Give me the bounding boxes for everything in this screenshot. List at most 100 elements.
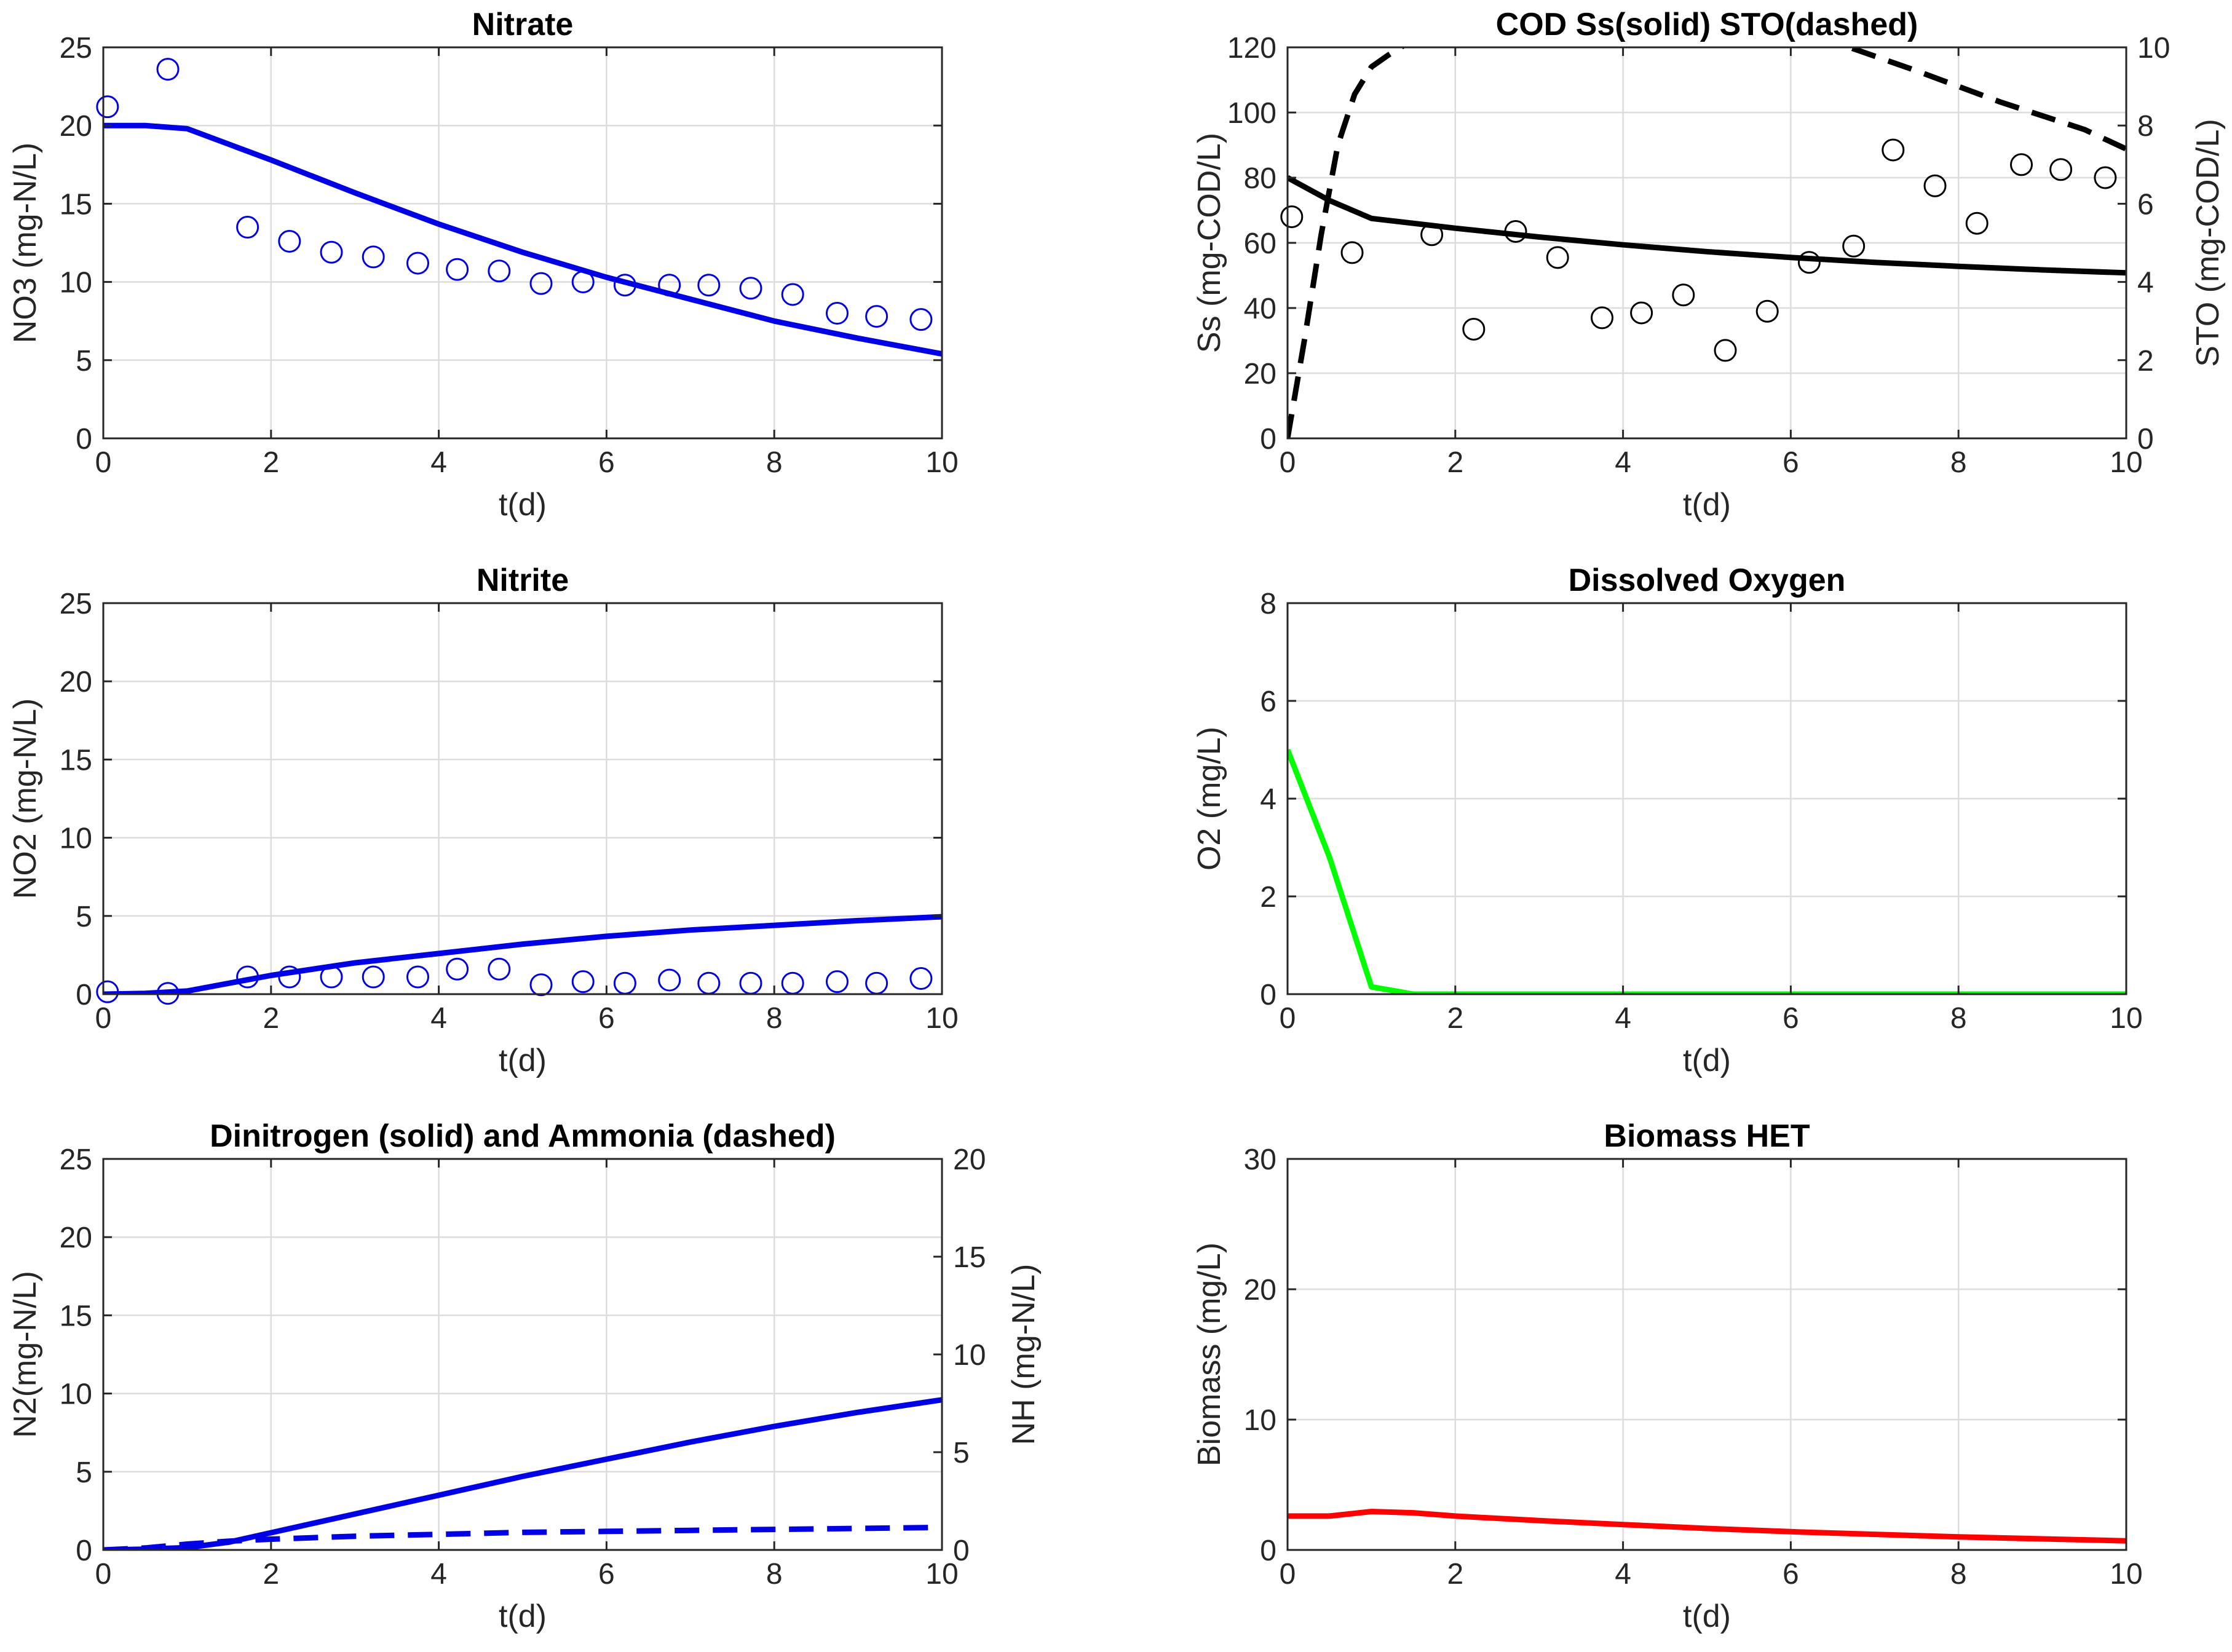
series-line-sto-model xyxy=(1288,47,2126,438)
x-tick-label: 2 xyxy=(1447,1002,1463,1035)
x-tick-label: 6 xyxy=(1783,1002,1799,1035)
plot-frame xyxy=(102,46,943,440)
chart-title: Nitrate xyxy=(472,7,574,42)
data-point xyxy=(1797,251,1821,274)
series-line-o2-model xyxy=(1288,748,2126,994)
data-point xyxy=(2094,166,2117,189)
data-point xyxy=(1546,246,1569,269)
y-right-axis-label: STO (mg-COD/L) xyxy=(2190,119,2226,367)
x-tick-label: 10 xyxy=(2110,446,2142,479)
data-point xyxy=(1882,138,1905,162)
x-tick-label: 0 xyxy=(95,1558,112,1591)
data-point xyxy=(909,967,933,990)
series-cod-markers xyxy=(1280,138,2117,362)
x-tick-label: 2 xyxy=(263,1002,279,1035)
data-point xyxy=(236,965,259,989)
y-tick-label: 25 xyxy=(60,588,92,620)
x-axis-label: t(d) xyxy=(1683,1599,1731,1634)
data-point xyxy=(96,95,119,119)
x-tick-label: 10 xyxy=(925,1002,958,1035)
x-tick-label: 0 xyxy=(1280,446,1296,479)
data-point xyxy=(697,274,721,297)
plot-frame xyxy=(102,602,943,995)
y-tick-label: 20 xyxy=(1244,1274,1276,1306)
data-point xyxy=(1630,301,1653,325)
chart-title: Dinitrogen (solid) and Ammonia (dashed) xyxy=(210,1118,836,1154)
y-tick-label: 100 xyxy=(1227,97,1276,130)
chart-title: COD Ss(solid) STO(dashed) xyxy=(1496,7,1918,42)
data-point xyxy=(1755,299,1779,323)
x-axis-label: t(d) xyxy=(1683,487,1731,523)
data-point xyxy=(406,251,429,275)
data-point xyxy=(278,229,301,253)
chart-title: Biomass HET xyxy=(1604,1118,1810,1154)
y-tick-label: 0 xyxy=(76,423,92,456)
chart-oxygen: 0 2 4 6 8 10 0 2 4 6 8 Dissolved Oxygen t(d) O2 (mg/L… xyxy=(1192,563,2143,1078)
y-tick-label: 15 xyxy=(60,1300,92,1332)
data-point xyxy=(613,274,636,297)
y-tick-label: 20 xyxy=(1244,358,1276,390)
x-tick-label: 0 xyxy=(95,446,112,479)
x-tick-label: 8 xyxy=(1950,446,1967,479)
y-tick-label: 2 xyxy=(1260,881,1276,914)
y-axis-label: Biomass (mg/L) xyxy=(1192,1243,1227,1466)
x-axis-label: t(d) xyxy=(1683,1043,1731,1078)
x-tick-label: 4 xyxy=(1615,446,1631,479)
x-tick-label: 10 xyxy=(2110,1002,2142,1035)
y-tick-label: 0 xyxy=(1260,979,1276,1011)
x-tick-label: 4 xyxy=(1615,1558,1631,1591)
y-tick-label: 80 xyxy=(1244,162,1276,195)
data-point xyxy=(2010,153,2033,176)
y-tick-label: 10 xyxy=(60,267,92,299)
y-tick-label: 0 xyxy=(1260,1535,1276,1567)
data-point xyxy=(571,271,595,294)
y-tick-label: 5 xyxy=(76,901,92,933)
y-tick-label: 0 xyxy=(76,979,92,1011)
data-point xyxy=(1672,283,1695,307)
x-tick-label: 4 xyxy=(430,1558,447,1591)
data-point xyxy=(1340,241,1364,264)
series-line-nh-model xyxy=(103,1524,942,1550)
x-tick-label: 8 xyxy=(766,446,783,479)
data-point xyxy=(488,259,511,283)
data-point xyxy=(156,58,180,81)
y-right-tick-label: 0 xyxy=(953,1535,970,1567)
y-right-tick-label: 15 xyxy=(953,1241,986,1274)
data-point xyxy=(658,968,681,992)
y-tick-label: 6 xyxy=(1260,686,1276,718)
y-tick-label: 0 xyxy=(76,1535,92,1567)
data-point xyxy=(406,965,429,989)
data-point xyxy=(909,308,933,331)
data-point xyxy=(1504,219,1527,243)
y-tick-label: 120 xyxy=(1227,32,1276,65)
data-point xyxy=(362,965,385,989)
x-tick-label: 8 xyxy=(766,1558,783,1591)
data-point xyxy=(488,957,511,981)
series-line-n2-model xyxy=(103,1397,942,1550)
data-point xyxy=(1280,205,1304,229)
plot-frame xyxy=(1286,1158,2127,1551)
series-line-ss-model xyxy=(1288,175,2126,276)
y-right-tick-label: 10 xyxy=(953,1339,986,1372)
chart-nitrite: 0 2 4 6 8 10 0 5 10 15 20 25 Nitrite t(d) NO2 (mg-N/L) xyxy=(7,563,959,1078)
data-point xyxy=(1591,306,1613,330)
x-tick-label: 6 xyxy=(598,1558,615,1591)
data-point xyxy=(1714,339,1737,362)
x-axis-label: t(d) xyxy=(499,487,547,523)
data-point xyxy=(826,301,849,325)
chart-title: Nitrite xyxy=(477,563,569,598)
y-tick-label: 15 xyxy=(60,744,92,777)
y-axis-label: Ss (mg-COD/L) xyxy=(1192,133,1227,353)
series-line-no2-model xyxy=(103,914,942,994)
y-tick-label: 10 xyxy=(1244,1404,1276,1437)
y-tick-label: 40 xyxy=(1244,293,1276,325)
x-tick-label: 6 xyxy=(598,446,615,479)
data-point xyxy=(1842,234,1866,258)
y-tick-label: 20 xyxy=(60,1222,92,1254)
x-tick-label: 10 xyxy=(925,446,958,479)
data-point xyxy=(320,240,343,264)
data-point xyxy=(1420,223,1444,247)
x-tick-label: 0 xyxy=(1280,1558,1296,1591)
